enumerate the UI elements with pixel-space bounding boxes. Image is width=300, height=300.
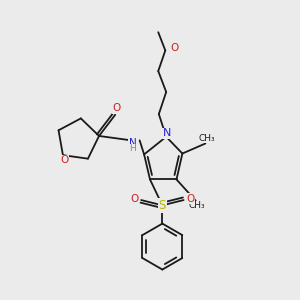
Text: O: O (60, 155, 68, 166)
Text: H: H (130, 144, 136, 153)
Text: O: O (186, 194, 194, 204)
Text: N: N (129, 138, 137, 148)
Text: N: N (163, 128, 171, 138)
Text: O: O (171, 43, 179, 53)
Text: S: S (159, 199, 166, 212)
Text: CH₃: CH₃ (199, 134, 215, 143)
Text: CH₃: CH₃ (189, 201, 206, 210)
Text: O: O (112, 103, 121, 113)
Text: O: O (130, 194, 139, 204)
